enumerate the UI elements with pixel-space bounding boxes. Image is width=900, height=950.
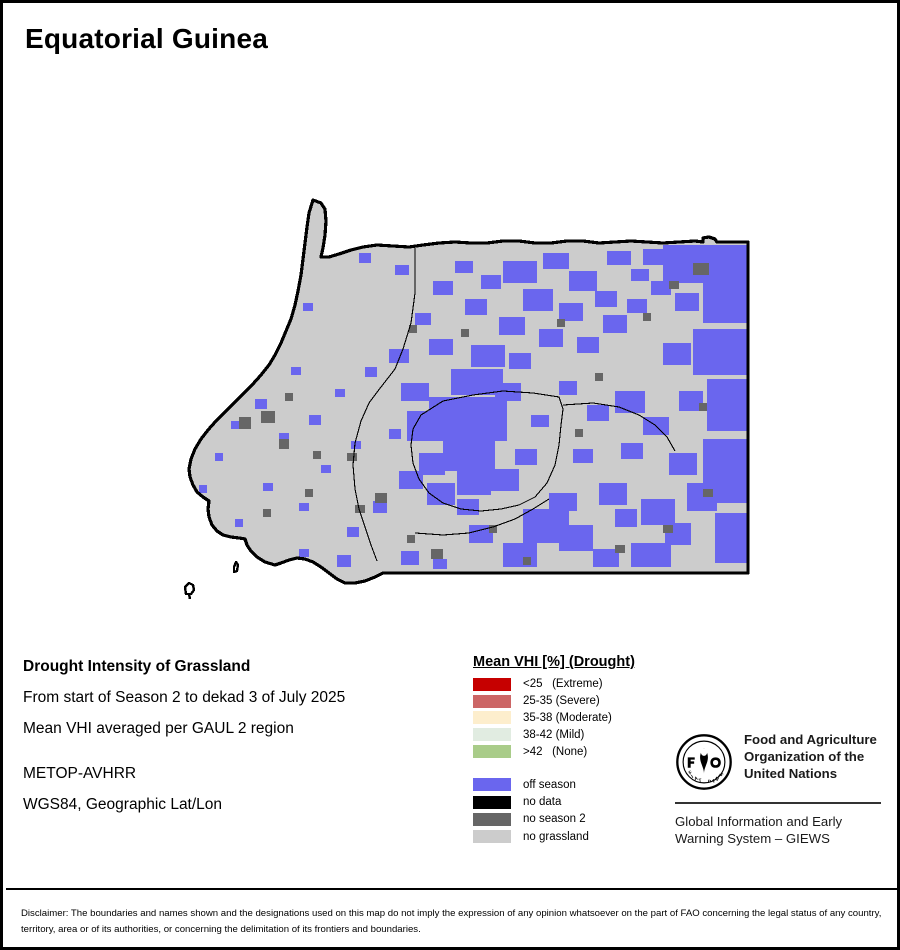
legend-label-extreme: <25 (Extreme) [523,678,603,691]
svg-text:A: A [693,776,699,783]
legend-row: no data [473,793,693,810]
description-period: From start of Season 2 to dekad 3 of Jul… [23,689,346,706]
legend-swatch-extreme [473,677,511,691]
fao-unit-name: Global Information and Early Warning Sys… [675,814,843,847]
legend-row: <25 (Extreme) [473,676,693,693]
legend: Mean VHI [%] (Drought) <25 (Extreme) 25-… [473,654,693,846]
description-heading: Drought Intensity of Grassland [23,658,251,675]
disclaimer-divider [6,888,897,890]
description-block: Drought Intensity of Grassland From star… [23,658,453,827]
legend-swatch-severe [473,694,511,708]
svg-text:P: P [707,779,712,786]
legend-status-classes: off season no data no season 2 no grassl… [473,776,693,846]
legend-label-no-season-2: no season 2 [523,813,586,826]
legend-swatch-none [473,745,511,759]
legend-row: 25-35 (Severe) [473,693,693,710]
legend-swatch-no-data [473,795,511,809]
svg-text:T: T [698,778,702,784]
legend-row: 35-38 (Moderate) [473,710,693,727]
fao-divider [675,802,881,804]
legend-row: no season 2 [473,811,693,828]
legend-label-mild: 38-42 (Mild) [523,728,585,741]
legend-label-no-data: no data [523,796,562,809]
legend-row: no grassland [473,828,693,845]
legend-swatch-no-season-2 [473,812,511,826]
legend-label-none: >42 (None) [523,745,588,758]
legend-label-no-grassland: no grassland [523,830,589,843]
legend-label-severe: 25-35 (Severe) [523,695,600,708]
offshore-islands [183,560,240,600]
description-spacer [23,751,453,765]
legend-row: 38-42 (Mild) [473,726,693,743]
svg-text:N: N [713,776,719,783]
fao-header: F I A T P A N I S Food and Agriculture O… [675,731,885,791]
national-boundary [187,198,750,585]
legend-swatch-moderate [473,711,511,725]
map-canvas[interactable] [3,153,897,623]
svg-text:S: S [718,772,725,779]
raster-off-season [199,245,748,569]
legend-swatch-no-grassland [473,830,511,844]
legend-swatch-mild [473,728,511,742]
legend-label-off-season: off season [523,778,576,791]
legend-row: >42 (None) [473,743,693,760]
fao-organization-name: Food and Agriculture Organization of the… [744,732,877,782]
page-title: Equatorial Guinea [25,23,268,54]
svg-text:I: I [716,773,721,779]
svg-text:I: I [691,774,696,780]
legend-title: Mean VHI [%] (Drought) [473,654,635,670]
admin-boundaries-layer [352,248,676,562]
description-projection: WGS84, Geographic Lat/Lon [23,796,223,813]
svg-text:F: F [688,770,694,777]
svg-text:A: A [710,778,716,785]
disclaimer-text: Disclaimer: The boundaries and names sho… [21,908,882,935]
legend-drought-classes: <25 (Extreme) 25-35 (Severe) 35-38 (Mode… [473,676,693,760]
fao-block: F I A T P A N I S Food and Agriculture O… [675,731,885,848]
description-aggregation: Mean VHI averaged per GAUL 2 region [23,720,294,737]
legend-row: off season [473,776,693,793]
fao-logo-icon: F I A T P A N I S [675,733,733,791]
legend-swatch-off-season [473,778,511,792]
description-sensor: METOP-AVHRR [23,765,137,782]
legend-label-moderate: 35-38 (Moderate) [523,711,612,724]
raster-no-season-2 [239,263,713,565]
